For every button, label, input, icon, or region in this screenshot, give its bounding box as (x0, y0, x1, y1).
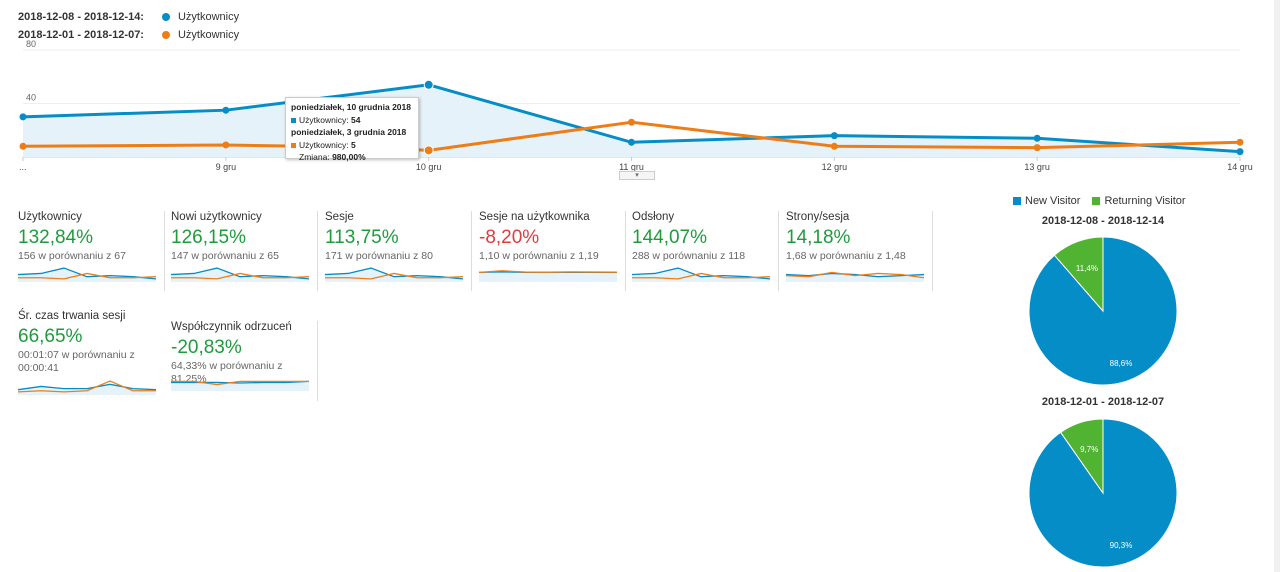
legend-range-previous: 2018-12-01 - 2018-12-07: (18, 29, 144, 41)
metric-tile[interactable]: Sesje na użytkownika -8,20% 1,10 w porówna… (479, 211, 626, 291)
tooltip-label-current: Użytkownicy: (299, 114, 351, 125)
sparkline (171, 380, 309, 391)
metric-comparison: 156 w porównaniu z 67 (18, 250, 126, 262)
x-tick-label: 10 gru (416, 162, 442, 172)
metric-comparison: 00:01:07 w porównaniu z 00:00:41 (18, 349, 135, 374)
metric-tile[interactable]: Strony/sesja 14,18% 1,68 w porównaniu z 1,… (786, 211, 933, 291)
x-tick-label: 9 gru (216, 162, 237, 172)
line-chart[interactable]: 40 80... 9 gru 10 gru 11 gru 12 gru 13 gru 14 g… (0, 0, 1270, 180)
pie-legend-returning[interactable]: Returning Visitor (1104, 195, 1186, 207)
data-point[interactable] (1236, 138, 1244, 146)
metric-tile[interactable]: Użytkownicy 132,84% 156 w porównaniu z 67 (18, 211, 165, 291)
tooltip-value-current: 54 (350, 114, 361, 125)
pie-legend-new[interactable]: New Visitor (1025, 195, 1081, 207)
metric-name: Współczynnik odrzuceń (171, 321, 292, 333)
new-visitor-square-icon (1013, 197, 1021, 205)
pie-slice-label: 90,3% (1110, 541, 1133, 550)
pie-slice[interactable] (1053, 236, 1104, 313)
tooltip-date-current: poniedziałek, 10 grudnia 2018 (291, 102, 411, 112)
sparkline (632, 267, 770, 282)
x-tick-label: 12 gru (822, 162, 848, 172)
pie-chart-previous[interactable]: 90,3% 9,7% (1028, 418, 1178, 568)
y-tick-label: 40 (26, 93, 36, 103)
chart-tooltip: poniedziałek, 10 grudnia 2018 Użytkownic… (285, 97, 419, 162)
data-point[interactable] (222, 141, 230, 149)
sparkline (18, 267, 156, 282)
metric-comparison: 147 w porównaniu z 65 (171, 250, 279, 262)
data-point[interactable] (628, 118, 635, 126)
tooltip-change-label: Zmiana: (299, 152, 333, 162)
metric-change: 144,07% (632, 227, 708, 248)
chevron-down-icon[interactable]: ▾ (619, 171, 655, 180)
metric-name: Odsłony (632, 211, 675, 223)
data-point[interactable] (628, 138, 635, 146)
data-point[interactable] (1033, 134, 1041, 142)
legend-range-current: 2018-12-08 - 2018-12-14: (18, 11, 144, 23)
x-tick-label: ... (19, 162, 27, 172)
legend-dot-orange-icon (161, 31, 170, 39)
data-point[interactable] (830, 132, 838, 140)
x-tick-label: 14 gru (1227, 162, 1253, 172)
pie-title-current: 2018-12-08 - 2018-12-14 (1041, 215, 1165, 227)
data-point[interactable] (1033, 144, 1041, 152)
metric-change: -20,83% (171, 337, 242, 358)
metric-comparison: 1,10 w porównaniu z 1,19 (479, 250, 599, 262)
scrollbar[interactable] (1274, 0, 1280, 572)
pie-slice-label: 9,7% (1080, 445, 1098, 454)
data-point[interactable] (19, 113, 27, 121)
metric-tile[interactable]: Współczynnik odrzuceń -20,83% 64,33% w por… (171, 321, 318, 401)
legend-dot-blue-icon (161, 13, 170, 21)
metric-name: Strony/sesja (786, 211, 850, 223)
metric-change: -8,20% (479, 227, 540, 248)
legend-row-current: 2018-12-08 - 2018-12-14: Użytkownicy (18, 11, 239, 23)
sparkline (786, 271, 924, 282)
legend-metric-previous[interactable]: Użytkownicy (177, 29, 240, 41)
legend-metric-current[interactable]: Użytkownicy (177, 11, 240, 23)
pie-slice-label: 11,4% (1076, 264, 1098, 273)
metric-comparison: 288 w porównaniu z 118 (632, 250, 746, 262)
metric-name: Śr. czas trwania sesji (18, 310, 126, 322)
data-point[interactable] (423, 79, 434, 90)
tooltip-blue-square-icon (291, 117, 296, 123)
data-point[interactable] (1236, 148, 1244, 156)
metric-change: 14,18% (786, 227, 851, 248)
metric-comparison: 1,68 w porównaniu z 1,48 (786, 250, 906, 262)
data-point[interactable] (830, 142, 838, 150)
metric-name: Nowi użytkownicy (171, 211, 262, 223)
tooltip-label-previous: Użytkownicy: (299, 139, 351, 150)
data-point[interactable] (222, 106, 230, 114)
metric-name: Użytkownicy (18, 211, 82, 223)
tooltip-orange-square-icon (291, 142, 296, 148)
data-point[interactable] (423, 145, 434, 156)
metric-tile[interactable]: Śr. czas trwania sesji 66,65% 00:01:07 w p… (18, 310, 165, 400)
returning-visitor-square-icon (1092, 197, 1101, 205)
metric-name: Sesje (325, 211, 354, 223)
tooltip-change-value: 980,00% (332, 152, 366, 162)
sparkline (171, 267, 309, 282)
tooltip-value-previous: 5 (350, 139, 356, 150)
metric-tile[interactable]: Nowi użytkownicy 126,15% 147 w porównaniu … (171, 211, 318, 291)
metric-name: Sesje na użytkownika (479, 211, 590, 223)
metric-comparison: 171 w porównaniu z 80 (325, 250, 433, 262)
x-tick-label: 11 gru (619, 162, 644, 172)
pie-title-previous: 2018-12-01 - 2018-12-07 (1041, 396, 1165, 408)
metric-tile[interactable]: Odsłony 144,07% 288 w porównaniu z 118 (632, 211, 779, 291)
tooltip-date-previous: poniedziałek, 3 grudnia 2018 (291, 127, 407, 137)
pie-slice[interactable] (1059, 418, 1104, 495)
sparkline (325, 267, 463, 282)
y-tick-label: 80 (26, 39, 36, 49)
metric-tile[interactable]: Sesje 113,75% 171 w porównaniu z 80 (325, 211, 472, 291)
legend-row-previous: 2018-12-01 - 2018-12-07: Użytkownicy (18, 29, 239, 41)
metric-change: 132,84% (18, 227, 94, 248)
pie-slice-label: 88,6% (1110, 359, 1133, 368)
data-point[interactable] (19, 142, 27, 150)
sparkline (18, 380, 156, 395)
pie-chart-current[interactable]: 88,6% 11,4% (1028, 236, 1178, 386)
metric-change: 113,75% (325, 227, 399, 248)
pie-legend: New Visitor Returning Visitor (1013, 195, 1186, 207)
metric-change: 66,65% (18, 326, 83, 347)
x-tick-label: 13 gru (1024, 162, 1050, 172)
metric-change: 126,15% (171, 227, 247, 248)
sparkline (479, 270, 617, 282)
